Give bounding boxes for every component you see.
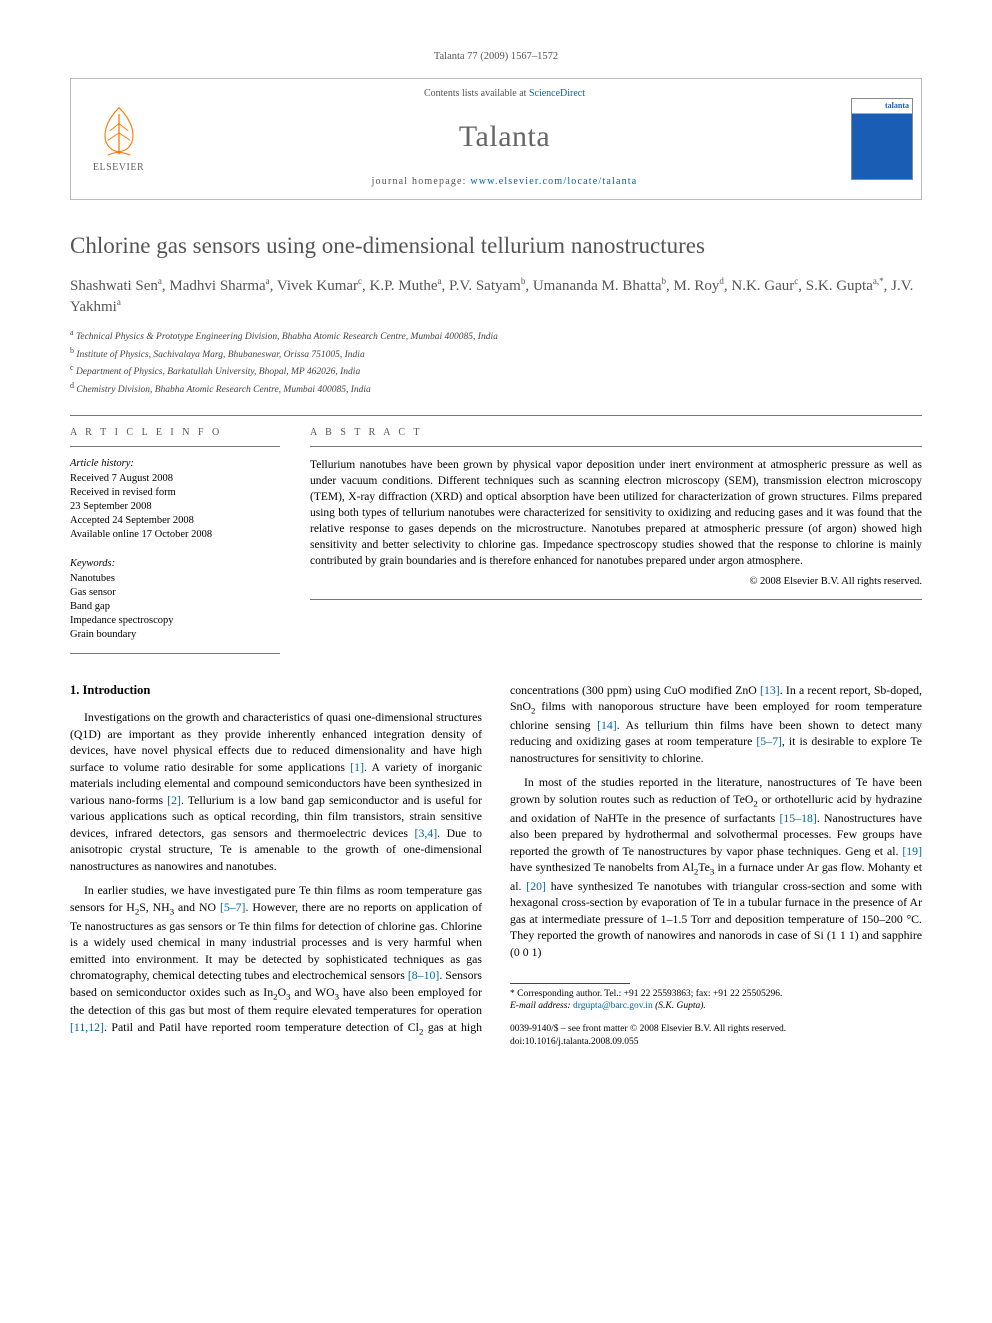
history-line: Received in revised form [70, 486, 280, 500]
info-rule [70, 446, 280, 447]
issn-line: 0039-9140/$ – see front matter © 2008 El… [510, 1023, 922, 1036]
keyword: Grain boundary [70, 628, 280, 642]
corresponding-author: * Corresponding author. Tel.: +91 22 255… [510, 988, 922, 1001]
homepage-prefix: journal homepage: [372, 176, 471, 187]
keywords-heading: Keywords: [70, 557, 280, 571]
header-middle: Contents lists available at ScienceDirec… [166, 79, 843, 199]
publisher-logo-cell: ELSEVIER [71, 79, 166, 199]
info-abstract-row: A R T I C L E I N F O Article history: R… [70, 426, 922, 654]
email-line: E-mail address: drgupta@barc.gov.in (S.K… [510, 1000, 922, 1013]
corresponding-footer: * Corresponding author. Tel.: +91 22 255… [510, 983, 922, 1049]
body-paragraph: Investigations on the growth and charact… [70, 709, 482, 874]
doi-line: doi:10.1016/j.talanta.2008.09.055 [510, 1036, 922, 1049]
abstract-rule [310, 446, 922, 447]
history-line: Accepted 24 September 2008 [70, 514, 280, 528]
contents-available-line: Contents lists available at ScienceDirec… [172, 87, 837, 101]
body-columns: 1. Introduction Investigations on the gr… [70, 682, 922, 1049]
publisher-name: ELSEVIER [93, 161, 144, 175]
info-bottom-rule [70, 653, 280, 654]
footnote-rule [510, 983, 630, 984]
journal-header: ELSEVIER Contents lists available at Sci… [70, 78, 922, 200]
article-info-column: A R T I C L E I N F O Article history: R… [70, 426, 280, 654]
contents-prefix: Contents lists available at [424, 88, 529, 99]
abstract-bottom-rule [310, 599, 922, 600]
keyword: Band gap [70, 600, 280, 614]
journal-cover-cell: talanta [843, 79, 921, 199]
email-link[interactable]: drgupta@barc.gov.in [573, 1001, 653, 1011]
abstract-text: Tellurium nanotubes have been grown by p… [310, 457, 922, 570]
doi-block: 0039-9140/$ – see front matter © 2008 El… [510, 1023, 922, 1049]
page: Talanta 77 (2009) 1567–1572 ELSEVIER Con… [0, 0, 992, 1089]
elsevier-tree-icon [91, 103, 147, 159]
keyword: Nanotubes [70, 572, 280, 586]
email-owner: (S.K. Gupta). [655, 1001, 706, 1011]
journal-name: Talanta [172, 117, 837, 158]
cover-label: talanta [885, 101, 909, 112]
divider [70, 415, 922, 416]
running-head: Talanta 77 (2009) 1567–1572 [70, 50, 922, 64]
affiliation-line: d Chemistry Division, Bhabha Atomic Rese… [70, 380, 922, 397]
history-line: Received 7 August 2008 [70, 472, 280, 486]
section-heading: 1. Introduction [70, 682, 482, 700]
history-heading: Article history: [70, 457, 280, 471]
affiliations: a Technical Physics & Prototype Engineer… [70, 327, 922, 397]
abstract-copyright: © 2008 Elsevier B.V. All rights reserved… [310, 575, 922, 589]
affiliation-line: a Technical Physics & Prototype Engineer… [70, 327, 922, 344]
affiliation-line: b Institute of Physics, Sachivalaya Marg… [70, 345, 922, 362]
article-title: Chlorine gas sensors using one-dimension… [70, 230, 922, 261]
info-heading: A R T I C L E I N F O [70, 426, 280, 440]
affiliation-line: c Department of Physics, Barkatullah Uni… [70, 362, 922, 379]
history-line: 23 September 2008 [70, 500, 280, 514]
sciencedirect-link[interactable]: ScienceDirect [529, 88, 585, 99]
homepage-line: journal homepage: www.elsevier.com/locat… [172, 175, 837, 189]
homepage-link[interactable]: www.elsevier.com/locate/talanta [470, 176, 637, 187]
email-label: E-mail address: [510, 1001, 571, 1011]
journal-cover-thumb: talanta [851, 98, 913, 180]
abstract-heading: A B S T R A C T [310, 426, 922, 440]
keyword: Gas sensor [70, 586, 280, 600]
abstract-column: A B S T R A C T Tellurium nanotubes have… [310, 426, 922, 654]
keyword: Impedance spectroscopy [70, 614, 280, 628]
authors-list: Shashwati Sena, Madhvi Sharmaa, Vivek Ku… [70, 275, 922, 318]
history-line: Available online 17 October 2008 [70, 528, 280, 542]
body-paragraph: In most of the studies reported in the l… [510, 774, 922, 960]
